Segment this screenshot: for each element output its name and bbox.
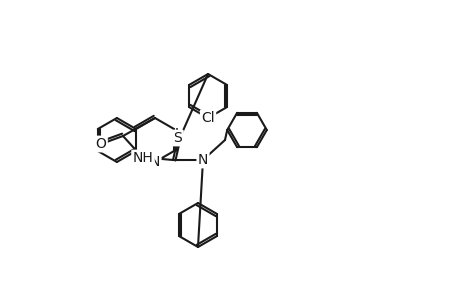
- Text: O: O: [95, 137, 106, 151]
- Text: NH: NH: [132, 151, 153, 165]
- Text: N: N: [197, 153, 208, 167]
- Text: N: N: [150, 155, 160, 169]
- Text: Cl: Cl: [201, 111, 214, 125]
- Text: S: S: [173, 131, 182, 145]
